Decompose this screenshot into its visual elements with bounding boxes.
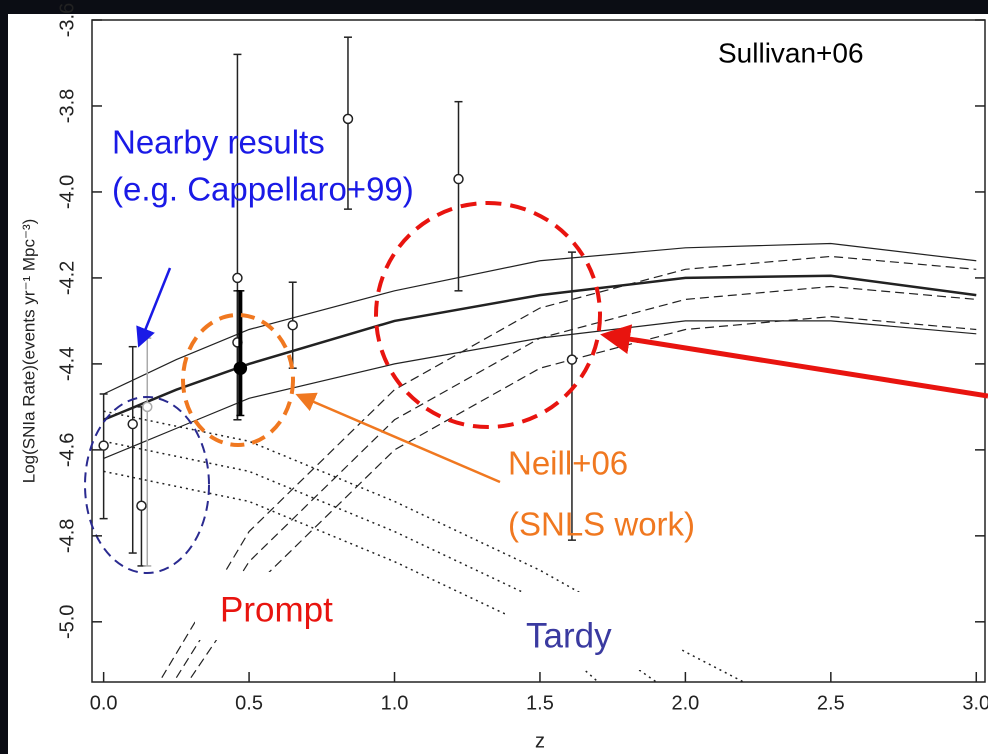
- x-tick-label: 0.0: [90, 692, 118, 714]
- x-tick-label: 2.0: [671, 692, 699, 714]
- highlight-ellipse: [374, 201, 602, 429]
- annotation: Sullivan+06: [718, 37, 864, 68]
- data-point: [566, 354, 578, 365]
- y-tick-label: -4.8: [56, 519, 78, 553]
- x-axis-label: z: [535, 730, 545, 752]
- highlight-ellipse: [84, 396, 210, 574]
- arrow: [295, 392, 501, 484]
- annotation: Tardy: [526, 616, 612, 655]
- data-point: [287, 319, 298, 331]
- data-point: [233, 361, 248, 375]
- label-box: [195, 572, 375, 640]
- model-curve: [103, 320, 977, 460]
- y-tick-label: -3.6: [56, 3, 78, 37]
- y-tick-label: -4.6: [56, 433, 78, 467]
- y-tick-label: -3.8: [56, 89, 78, 123]
- model-curve: [161, 255, 977, 679]
- y-tick-label: -5.0: [56, 605, 78, 639]
- x-tick-label: 3.0: [962, 692, 988, 714]
- annotation: (e.g. Cappellaro+99): [112, 171, 414, 208]
- arrow: [136, 267, 172, 348]
- data-point: [142, 401, 153, 413]
- data-point: [127, 418, 138, 430]
- model-curve: [103, 274, 977, 421]
- x-tick-label: 1.5: [526, 692, 554, 714]
- model-curve: [175, 285, 977, 679]
- annotation: Neill+06: [508, 445, 628, 482]
- plot-background: [8, 14, 988, 754]
- y-tick-label: -4.0: [56, 175, 78, 209]
- model-curve: [103, 242, 977, 395]
- data-point: [136, 500, 147, 512]
- y-axis-label: Log(SNIa Rate)(events yr⁻¹ Mpc⁻³): [19, 219, 38, 484]
- annotation: Nearby results: [112, 124, 325, 161]
- annotation: (SNLS work): [508, 506, 695, 543]
- data-point: [342, 113, 354, 125]
- x-tick-label: 1.0: [381, 692, 409, 714]
- x-tick-label: 0.5: [235, 692, 263, 714]
- data-point: [453, 173, 464, 185]
- data-point: [232, 272, 243, 284]
- y-tick-label: -4.4: [56, 347, 78, 381]
- arrow: [600, 324, 988, 399]
- annotation: Prompt: [220, 590, 333, 629]
- plot-frame: [91, 19, 986, 683]
- data-point: [98, 440, 109, 451]
- y-tick-label: -4.2: [56, 261, 78, 295]
- x-tick-label: 2.5: [817, 692, 845, 714]
- highlight-ellipse: [181, 313, 295, 447]
- label-box: [505, 592, 680, 670]
